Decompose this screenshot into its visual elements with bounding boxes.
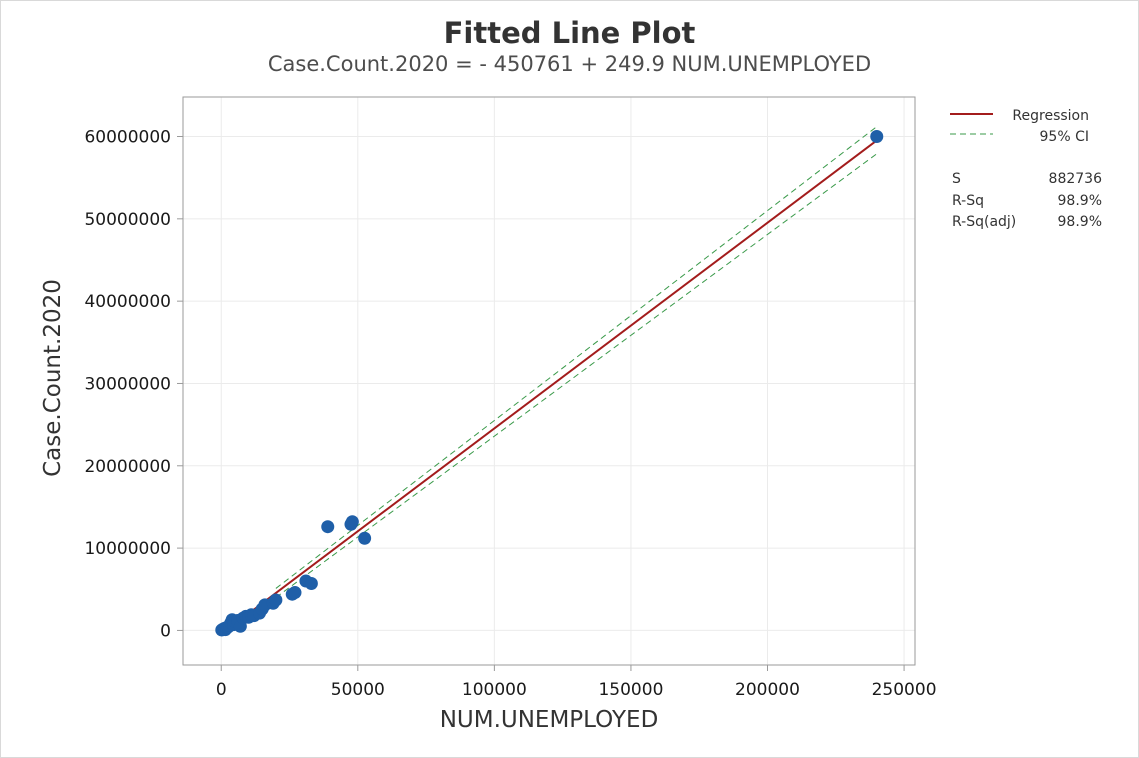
x-tick-label: 150000 (598, 680, 663, 700)
y-tick-label: 60000000 (84, 128, 171, 148)
x-tick-label: 250000 (872, 680, 937, 700)
ci-lower-line (275, 153, 878, 598)
stat-s-label: S (952, 171, 961, 187)
data-point (288, 586, 302, 600)
data-points (215, 130, 884, 637)
y-tick-label: 40000000 (84, 292, 171, 312)
data-point (321, 520, 335, 534)
ci-upper-line (275, 126, 878, 589)
y-tick-label: 0 (160, 621, 171, 641)
data-point (269, 593, 283, 607)
legend-regression-label: Regression (1012, 108, 1089, 124)
grid-lines (183, 97, 915, 665)
legend-ci-label: 95% CI (1040, 129, 1089, 145)
regression-line-group (220, 139, 878, 635)
summary-stats: S 882736 R-Sq 98.9% R-Sq(adj) 98.9% (952, 171, 1102, 230)
stat-rsq-value: 98.9% (1058, 193, 1102, 209)
stat-rsq-adj-value: 98.9% (1058, 214, 1102, 230)
y-tick-label: 20000000 (84, 457, 171, 477)
x-axis: 0 50000 100000 150000 200000 250000 (216, 665, 937, 700)
plot-area-border (182, 96, 916, 666)
x-tick-label: 0 (216, 680, 227, 700)
x-tick-label: 200000 (735, 680, 800, 700)
y-tick-label: 50000000 (84, 210, 171, 230)
x-tick-label: 100000 (462, 680, 527, 700)
data-point (358, 531, 372, 545)
x-tick-label: 50000 (331, 680, 385, 700)
y-axis-title: Case.Count.2020 (40, 279, 66, 477)
y-tick-label: 10000000 (84, 539, 171, 559)
stat-rsq-adj-label: R-Sq(adj) (952, 214, 1016, 230)
data-point (304, 577, 318, 591)
stat-rsq-label: R-Sq (952, 193, 984, 209)
x-axis-title: NUM.UNEMPLOYED (440, 707, 659, 733)
data-point (870, 130, 884, 144)
data-point (345, 515, 359, 529)
y-tick-label: 30000000 (84, 374, 171, 394)
confidence-band (275, 126, 878, 598)
chart-title: Fitted Line Plot (443, 16, 696, 50)
stat-s-value: 882736 (1049, 171, 1103, 187)
regression-line (220, 139, 878, 635)
legend: Regression 95% CI (950, 108, 1089, 145)
chart-subtitle: Case.Count.2020 = - 450761 + 249.9 NUM.U… (267, 52, 872, 76)
y-axis: 0 10000000 20000000 30000000 40000000 5000000… (84, 128, 183, 641)
